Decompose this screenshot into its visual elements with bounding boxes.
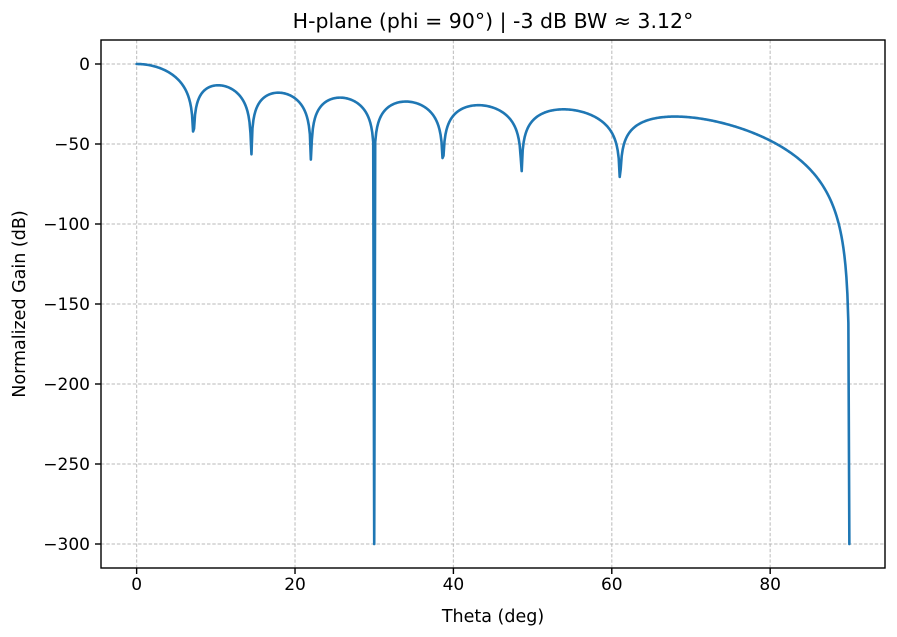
x-axis-ticks: 0 20 40 60 80 bbox=[131, 568, 781, 595]
y-axis-ticks: 0 −50 −100 −150 −200 −250 −300 bbox=[43, 55, 101, 555]
x-tick-label: 80 bbox=[759, 575, 781, 595]
grid bbox=[101, 40, 885, 568]
y-tick-label: −200 bbox=[43, 375, 90, 395]
x-tick-label: 60 bbox=[601, 575, 623, 595]
y-tick-label: −250 bbox=[43, 455, 90, 475]
y-tick-label: −150 bbox=[43, 295, 90, 315]
y-tick-label: 0 bbox=[79, 55, 90, 75]
y-axis-label: Normalized Gain (dB) bbox=[10, 210, 30, 397]
x-axis-label: Theta (deg) bbox=[441, 607, 544, 627]
x-tick-label: 0 bbox=[131, 575, 142, 595]
x-tick-label: 40 bbox=[443, 575, 465, 595]
y-tick-label: −100 bbox=[43, 215, 90, 235]
x-tick-label: 20 bbox=[284, 575, 306, 595]
chart-title: H-plane (phi = 90°) | -3 dB BW ≈ 3.12° bbox=[293, 9, 694, 34]
y-tick-label: −50 bbox=[54, 135, 90, 155]
gain-curve bbox=[135, 62, 851, 546]
y-tick-label: −300 bbox=[43, 535, 90, 555]
